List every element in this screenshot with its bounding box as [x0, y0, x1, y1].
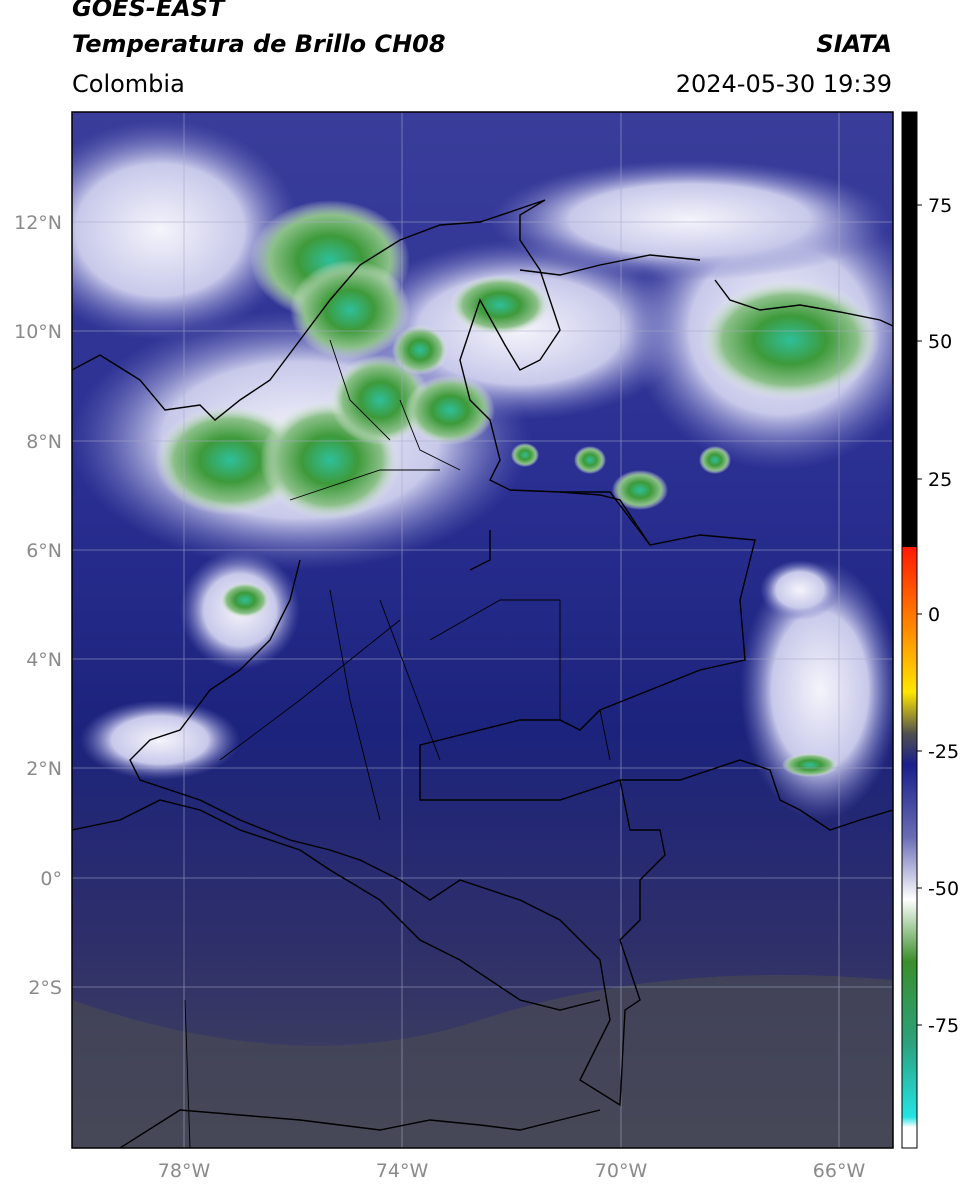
- region-label: Colombia: [72, 70, 185, 98]
- lat-label: 0°: [40, 868, 62, 890]
- lat-label: 2°N: [26, 758, 62, 780]
- lon-label: 70°W: [595, 1160, 648, 1182]
- lon-label: 74°W: [376, 1160, 429, 1182]
- organization-label: SIATA: [816, 30, 892, 58]
- title-product: Temperatura de Brillo CH08: [72, 30, 446, 58]
- country-borders: [72, 199, 893, 1148]
- colorbar: 75 50 25 0 -25 -50 -75: [901, 111, 959, 1149]
- graticule: [72, 112, 893, 1148]
- lat-label: 12°N: [14, 212, 62, 234]
- colorbar-tick: -25: [928, 741, 959, 763]
- lon-label: 66°W: [813, 1160, 866, 1182]
- lon-label: 78°W: [158, 1160, 211, 1182]
- colorbar-tick: -75: [928, 1015, 959, 1037]
- latitude-labels: 12°N 10°N 8°N 6°N 4°N 2°N 0° 2°S: [14, 212, 62, 999]
- colorbar-tick: 75: [928, 195, 952, 217]
- map-frame: [71, 111, 894, 1149]
- lat-label: 8°N: [26, 431, 62, 453]
- colorbar-tick: 50: [928, 331, 952, 353]
- lat-label: 10°N: [14, 321, 62, 343]
- lat-label: 4°N: [26, 649, 62, 671]
- lat-label: 6°N: [26, 540, 62, 562]
- timestamp-label: 2024-05-30 19:39: [675, 70, 892, 98]
- imagery-layer: [72, 112, 893, 1148]
- colorbar-tick: -50: [928, 878, 959, 900]
- title-satellite: GOES-EAST: [72, 0, 225, 22]
- lat-label: 2°S: [28, 977, 62, 999]
- colorbar-tick: 25: [928, 469, 952, 491]
- longitude-labels: 78°W 74°W 70°W 66°W: [158, 1160, 866, 1182]
- colorbar-tick: 0: [928, 604, 940, 626]
